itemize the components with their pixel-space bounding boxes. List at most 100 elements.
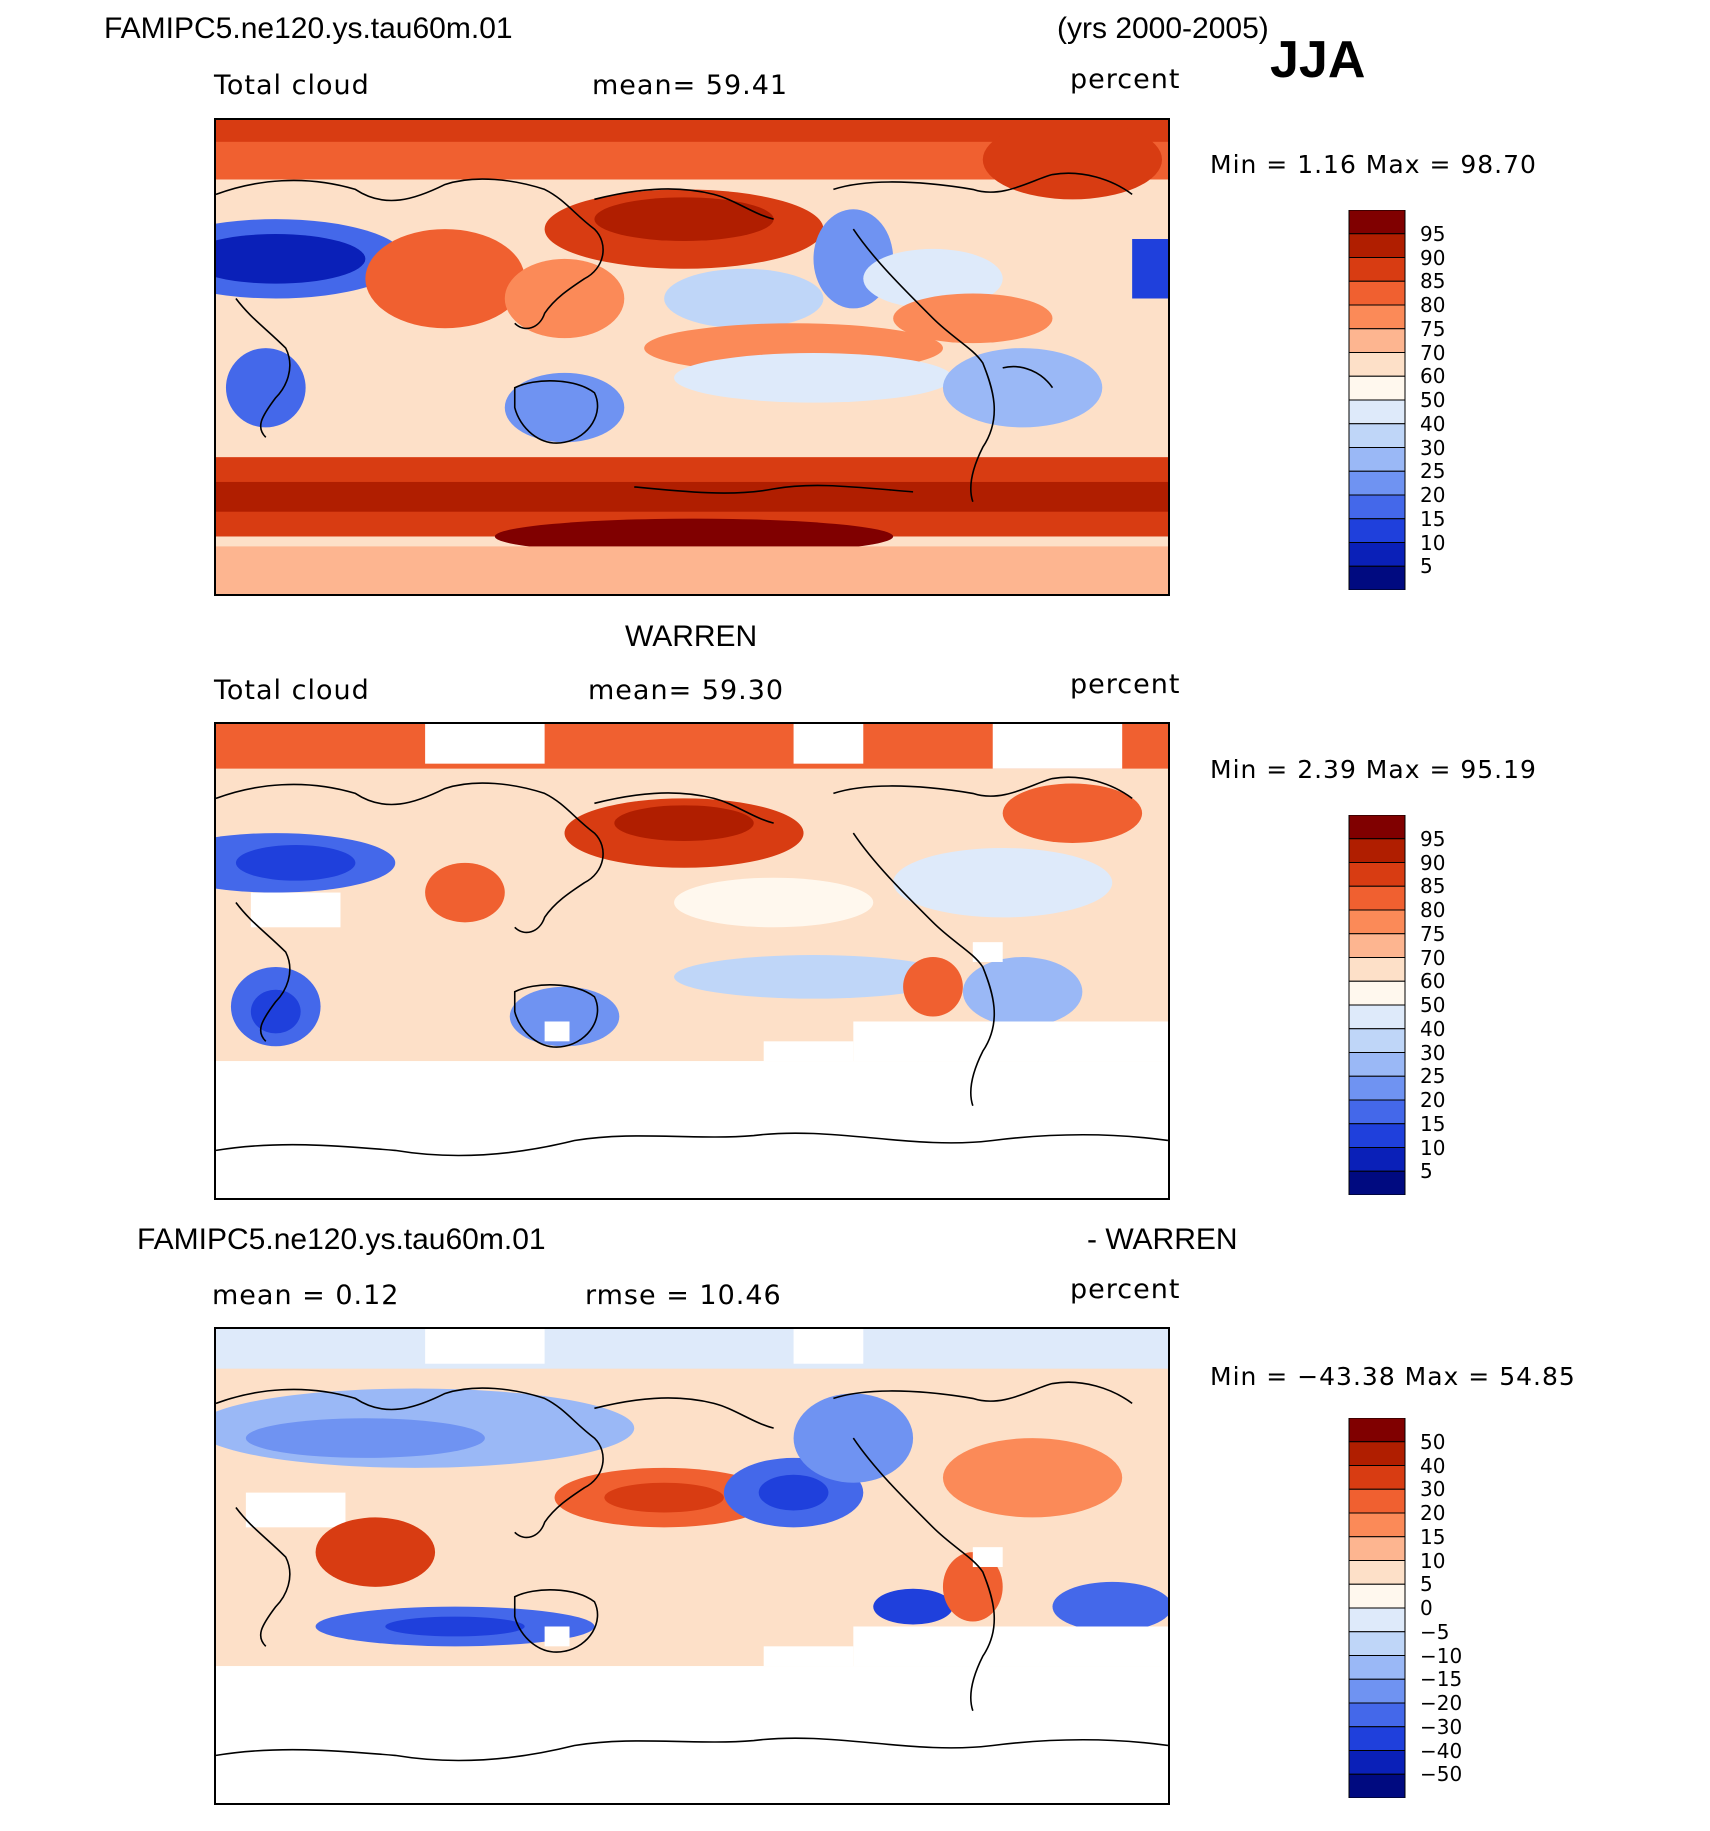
- colorbar-label: 85: [1420, 269, 1446, 294]
- colorbar-swatch: [1348, 1655, 1406, 1680]
- colorbar-label: 70: [1420, 340, 1446, 365]
- colorbar-label: −40: [1420, 1738, 1463, 1763]
- colorbar-swatch: [1348, 1028, 1406, 1053]
- colorbar-swatch: [1348, 933, 1406, 958]
- panel2-title: WARREN: [625, 620, 758, 653]
- panel2-variable: Total cloud: [214, 675, 370, 706]
- colorbar-label: −30: [1420, 1714, 1463, 1739]
- colorbar-label: 5: [1420, 1159, 1433, 1184]
- colorbar-swatch: [1348, 909, 1406, 935]
- colorbar-swatch: [1348, 375, 1406, 401]
- colorbar-label: 0: [1420, 1596, 1433, 1620]
- colorbar-swatch: [1348, 304, 1406, 330]
- colorbar-label: 25: [1420, 459, 1446, 484]
- colorbar-swatch: [1348, 233, 1406, 258]
- colorbar-label: 15: [1420, 506, 1446, 531]
- colorbar-swatch: [1348, 1170, 1406, 1195]
- colorbar-swatch: [1348, 399, 1406, 425]
- colorbar-label: 60: [1420, 364, 1446, 389]
- colorbar-label: 20: [1420, 1088, 1446, 1112]
- colorbar-swatch: [1348, 1099, 1406, 1125]
- colorbar-swatch: [1348, 1678, 1406, 1704]
- colorbar-swatch: [1348, 1465, 1406, 1490]
- colorbar-swatch: [1348, 1441, 1406, 1466]
- colorbar-label: 5: [1420, 1572, 1433, 1597]
- panel3-colorbar: [1348, 1418, 1406, 1798]
- colorbar-swatch: [1348, 494, 1406, 520]
- colorbar-label: 20: [1420, 1501, 1446, 1525]
- colorbar-label: 50: [1420, 1429, 1446, 1454]
- colorbar-swatch: [1348, 1147, 1406, 1172]
- colorbar-label: 50: [1420, 993, 1446, 1017]
- colorbar-label: −20: [1420, 1691, 1463, 1715]
- colorbar-swatch: [1348, 885, 1406, 911]
- panel3-minmax: Min = −43.38 Max = 54.85: [1210, 1362, 1576, 1391]
- colorbar-swatch: [1348, 447, 1406, 472]
- model-cloud-field: [216, 120, 1168, 594]
- season-label: JJA: [1270, 31, 1366, 89]
- colorbar-label: 85: [1420, 874, 1446, 899]
- colorbar-swatch: [1348, 1583, 1406, 1609]
- colorbar-swatch: [1348, 1488, 1406, 1514]
- colorbar-label: 95: [1420, 221, 1446, 246]
- colorbar-swatch: [1348, 862, 1406, 887]
- colorbar-label: 90: [1420, 850, 1446, 875]
- panel2-units: percent: [1070, 669, 1181, 700]
- colorbar-swatch: [1348, 1536, 1406, 1561]
- panel3-colorbar-swatches: [1348, 1418, 1406, 1798]
- colorbar-label: 90: [1420, 245, 1446, 270]
- colorbar-label: 80: [1420, 293, 1446, 317]
- colorbar-swatch: [1348, 1773, 1406, 1798]
- colorbar-swatch: [1348, 1123, 1406, 1148]
- colorbar-label: 50: [1420, 388, 1446, 412]
- colorbar-swatch: [1348, 352, 1406, 377]
- colorbar-label: 30: [1420, 1477, 1446, 1502]
- colorbar-swatch: [1348, 957, 1406, 982]
- colorbar-swatch: [1348, 280, 1406, 306]
- difference-field: [216, 1329, 1168, 1803]
- colorbar-swatch: [1348, 1052, 1406, 1077]
- colorbar-swatch: [1348, 257, 1406, 282]
- colorbar-label: −15: [1420, 1667, 1463, 1692]
- colorbar-label: 60: [1420, 969, 1446, 994]
- panel3-map: [214, 1327, 1170, 1805]
- colorbar-swatch: [1348, 1607, 1406, 1633]
- panel2-mean: mean= 59.30: [588, 675, 785, 706]
- panel1-variable: Total cloud: [214, 70, 370, 101]
- colorbar-label: 80: [1420, 898, 1446, 922]
- colorbar-swatch: [1348, 838, 1406, 863]
- colorbar-label: 40: [1420, 1453, 1446, 1478]
- colorbar-swatch: [1348, 328, 1406, 353]
- colorbar-swatch: [1348, 1726, 1406, 1751]
- panel3-units: percent: [1070, 1274, 1181, 1305]
- panel2-minmax: Min = 2.39 Max = 95.19: [1210, 755, 1537, 784]
- panel2-map: [214, 722, 1170, 1200]
- panel3-mean: mean = 0.12: [212, 1280, 400, 1311]
- panel1-colorbar-swatches: [1348, 210, 1406, 590]
- colorbar-label: 30: [1420, 435, 1446, 460]
- colorbar-label: 30: [1420, 1040, 1446, 1065]
- colorbar-label: 5: [1420, 554, 1433, 579]
- panel1-colorbar: [1348, 210, 1406, 590]
- case-title: FAMIPC5.ne120.ys.tau60m.01: [104, 12, 513, 45]
- panel1-minmax: Min = 1.16 Max = 98.70: [1210, 150, 1537, 179]
- years-label: (yrs 2000-2005): [1057, 12, 1269, 45]
- colorbar-swatch: [1348, 1075, 1406, 1101]
- colorbar-label: 10: [1420, 530, 1446, 555]
- panel3-title-right: - WARREN: [1087, 1223, 1238, 1256]
- panel3-title-left: FAMIPC5.ne120.ys.tau60m.01: [137, 1223, 546, 1256]
- panel2-colorbar-swatches: [1348, 815, 1406, 1195]
- colorbar-swatch: [1348, 423, 1406, 448]
- obs-cloud-field: [216, 724, 1168, 1198]
- panel1-units: percent: [1070, 64, 1181, 95]
- panel2-colorbar: [1348, 815, 1406, 1195]
- colorbar-label: 10: [1420, 1548, 1446, 1573]
- colorbar-label: 15: [1420, 1524, 1446, 1549]
- colorbar-label: 75: [1420, 316, 1446, 341]
- colorbar-label: −50: [1420, 1762, 1463, 1787]
- panel1-map: [214, 118, 1170, 596]
- colorbar-swatch: [1348, 518, 1406, 543]
- colorbar-label: −10: [1420, 1643, 1463, 1668]
- colorbar-swatch: [1348, 1750, 1406, 1775]
- colorbar-label: 20: [1420, 483, 1446, 507]
